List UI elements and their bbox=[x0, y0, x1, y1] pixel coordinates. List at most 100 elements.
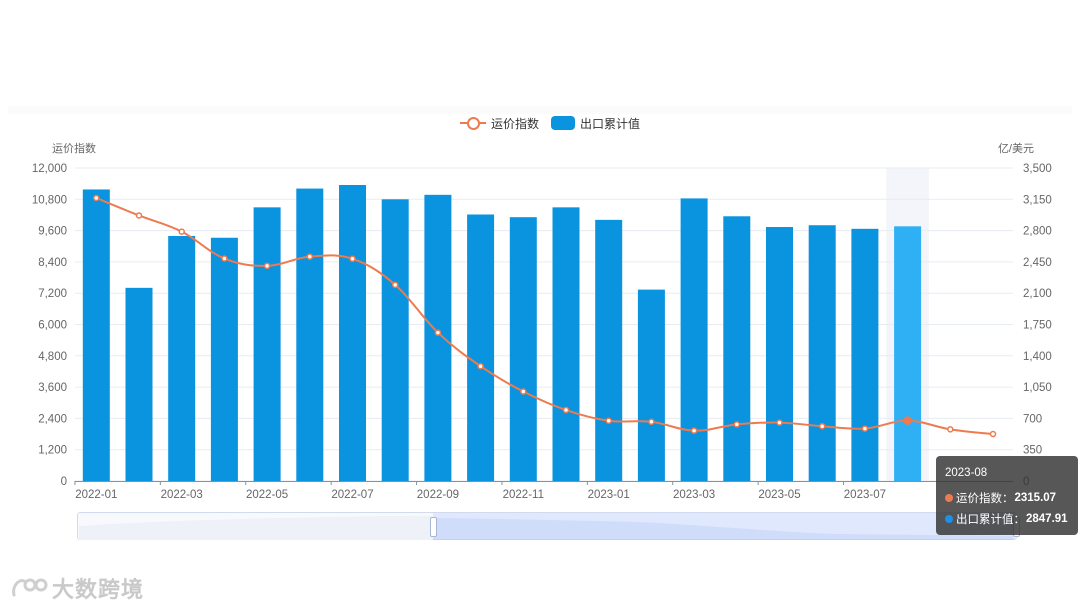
x-tick-label: 2023-03 bbox=[673, 489, 715, 501]
chart-tooltip: 2023-08 运价指数： 2315.07 出口累计值： 2847.91 bbox=[936, 456, 1078, 535]
point-freight-index bbox=[989, 430, 997, 438]
y-axis-right-title: 亿/美元 bbox=[997, 143, 1034, 155]
x-tick-label: 2022-01 bbox=[75, 489, 117, 501]
y-left-tick-label: 7,200 bbox=[38, 288, 67, 300]
y-axis-left-title: 运价指数 bbox=[52, 143, 96, 155]
bar-export-cumulative bbox=[851, 228, 879, 481]
y-right-tick-label: 1,400 bbox=[1023, 351, 1052, 363]
point-freight-index bbox=[818, 422, 826, 430]
point-freight-index bbox=[605, 417, 612, 424]
tooltip-label: 运价指数： bbox=[956, 493, 1014, 505]
point-freight-index bbox=[861, 425, 869, 432]
bar-export-cumulative bbox=[680, 198, 708, 482]
line-freight-index bbox=[95, 197, 994, 436]
tooltip-title: 2023-08 bbox=[945, 467, 988, 479]
bar-export-cumulative bbox=[168, 235, 196, 481]
bar-export-cumulative bbox=[210, 237, 238, 481]
point-freight-index bbox=[648, 418, 655, 426]
data-zoom-preview bbox=[79, 515, 1013, 540]
y-right-tick-label: 2,100 bbox=[1023, 288, 1052, 300]
bar-export-cumulative bbox=[381, 199, 409, 482]
tooltip-label: 出口累计值： bbox=[956, 514, 1025, 526]
bar-export-cumulative bbox=[424, 194, 452, 482]
point-freight-index bbox=[947, 426, 954, 433]
bar-export-cumulative bbox=[595, 219, 623, 481]
legend-bar-icon bbox=[551, 116, 576, 130]
y-left-tick-label: 10,800 bbox=[32, 194, 67, 206]
y-left-tick-label: 8,400 bbox=[38, 257, 67, 269]
point-freight-index bbox=[135, 212, 143, 219]
legend-label-freight-index: 运价指数 bbox=[491, 116, 540, 131]
point-freight-index bbox=[477, 362, 484, 370]
bar-export-cumulative bbox=[808, 225, 836, 481]
bar-export-cumulative bbox=[766, 227, 793, 481]
point-freight-index bbox=[903, 416, 912, 425]
point-freight-index bbox=[349, 255, 356, 263]
data-zoom-left-handle[interactable] bbox=[430, 517, 437, 537]
x-tick-label: 2023-07 bbox=[844, 489, 886, 501]
y-left-tick-label: 4,800 bbox=[38, 351, 67, 363]
bar-export-cumulative bbox=[467, 214, 495, 481]
data-zoom-slider[interactable] bbox=[77, 512, 1020, 540]
legend-label-export-cumulative: 出口累计值 bbox=[580, 116, 641, 131]
point-freight-index bbox=[391, 281, 399, 289]
point-freight-index bbox=[776, 419, 783, 426]
point-freight-index bbox=[221, 255, 228, 262]
x-tick-label: 2022-09 bbox=[417, 489, 459, 501]
point-freight-index bbox=[178, 228, 185, 235]
legend-item-export-cumulative[interactable]: 出口累计值 bbox=[551, 115, 640, 132]
x-tick-label: 2022-11 bbox=[503, 489, 544, 501]
chart-legend: 运价指数 出口累计值 bbox=[460, 114, 652, 132]
legend-line-icon bbox=[460, 116, 486, 130]
x-tick-label: 2023-01 bbox=[588, 489, 630, 501]
data-zoom-selection[interactable] bbox=[433, 513, 1015, 539]
bar-export-cumulative bbox=[253, 207, 281, 481]
y-right-tick-label: 3,150 bbox=[1023, 194, 1052, 206]
bar-export-cumulative bbox=[723, 216, 751, 481]
watermark: 大数跨境 bbox=[10, 572, 144, 604]
y-left-tick-label: 1,200 bbox=[38, 445, 67, 457]
x-tick-label: 2022-03 bbox=[161, 489, 203, 501]
y-right-tick-label: 700 bbox=[1023, 413, 1042, 425]
x-tick-label: 2023-05 bbox=[758, 489, 800, 501]
y-right-tick-label: 350 bbox=[1023, 445, 1042, 457]
bar-export-cumulative bbox=[339, 184, 366, 481]
point-freight-index bbox=[690, 427, 698, 434]
y-left-tick-label: 12,000 bbox=[32, 163, 67, 175]
tooltip-marker-icon bbox=[945, 494, 953, 502]
tooltip-row-freight-index: 运价指数： 2315.07 bbox=[945, 490, 1056, 506]
bar-export-cumulative bbox=[509, 217, 537, 481]
x-tick-label: 2022-07 bbox=[331, 489, 373, 501]
point-freight-index bbox=[562, 406, 570, 414]
y-right-tick-label: 2,800 bbox=[1023, 226, 1052, 238]
tooltip-value: 2315.07 bbox=[1014, 492, 1057, 504]
y-right-tick-label: 1,750 bbox=[1023, 320, 1052, 332]
y-right-tick-label: 2,450 bbox=[1023, 257, 1052, 269]
tooltip-value: 2847.91 bbox=[1026, 513, 1068, 525]
point-freight-index bbox=[306, 253, 314, 260]
point-freight-index bbox=[263, 262, 271, 270]
y-right-tick-label: 3,500 bbox=[1023, 163, 1052, 175]
y-left-tick-label: 3,600 bbox=[38, 382, 67, 394]
point-freight-index bbox=[520, 388, 527, 395]
y-left-tick-label: 9,600 bbox=[38, 226, 67, 238]
bar-export-cumulative bbox=[125, 287, 153, 481]
point-freight-index bbox=[434, 329, 442, 336]
point-freight-index bbox=[93, 194, 100, 202]
watermark-logo-icon bbox=[12, 578, 48, 597]
tooltip-row-export-cumulative: 出口累计值： 2847.91 bbox=[945, 511, 1068, 527]
bar-export-cumulative bbox=[552, 207, 580, 481]
bar-export-cumulative bbox=[82, 189, 110, 481]
watermark-text: 大数跨境 bbox=[52, 577, 145, 602]
legend-item-freight-index[interactable]: 运价指数 bbox=[460, 115, 539, 132]
y-left-tick-label: 0 bbox=[61, 476, 67, 488]
bar-export-cumulative bbox=[894, 226, 922, 481]
tooltip-marker-icon bbox=[945, 515, 953, 523]
bar-export-cumulative bbox=[296, 188, 324, 481]
y-left-tick-label: 2,400 bbox=[38, 413, 67, 425]
chart-top-strip bbox=[8, 106, 1072, 114]
bar-export-cumulative bbox=[637, 289, 665, 481]
point-freight-index bbox=[733, 421, 741, 428]
y-right-tick-label: 1,050 bbox=[1023, 382, 1052, 394]
